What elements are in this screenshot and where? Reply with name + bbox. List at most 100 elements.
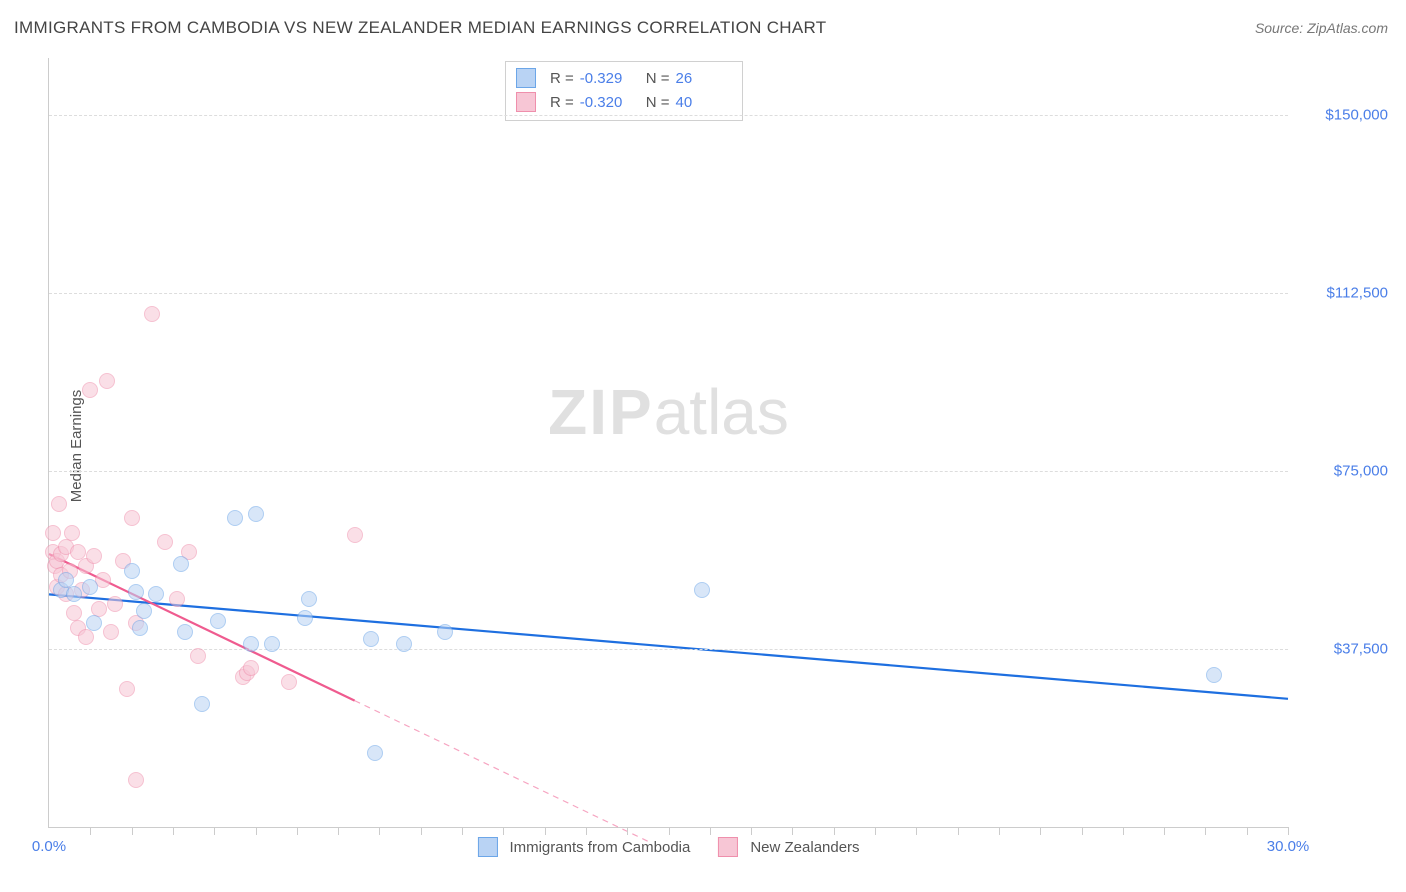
data-point	[169, 591, 185, 607]
x-tick	[751, 827, 752, 835]
data-point	[264, 636, 280, 652]
watermark-zip: ZIP	[548, 376, 654, 448]
stat-value-n-0: 26	[676, 70, 732, 87]
x-tick	[132, 827, 133, 835]
swatch-series-1	[516, 92, 536, 112]
data-point	[99, 373, 115, 389]
x-tick	[792, 827, 793, 835]
legend-label-1: New Zealanders	[750, 839, 859, 856]
data-point	[194, 696, 210, 712]
data-point	[66, 586, 82, 602]
trend-lines	[49, 58, 1288, 827]
stats-row-series-1: R = -0.320 N = 40	[516, 90, 732, 114]
data-point	[144, 306, 160, 322]
watermark: ZIPatlas	[548, 375, 789, 449]
data-point	[281, 674, 297, 690]
data-point	[190, 648, 206, 664]
x-tick	[214, 827, 215, 835]
x-tick	[1040, 827, 1041, 835]
data-point	[86, 548, 102, 564]
data-point	[367, 745, 383, 761]
data-point	[148, 586, 164, 602]
correlation-stats-box: R = -0.329 N = 26 R = -0.320 N = 40	[505, 61, 743, 121]
gridline	[49, 471, 1288, 472]
legend-swatch-0	[477, 837, 497, 857]
x-tick	[710, 827, 711, 835]
source-attribution: Source: ZipAtlas.com	[1255, 20, 1388, 36]
data-point	[119, 681, 135, 697]
stat-label-n: N =	[646, 70, 670, 87]
gridline	[49, 649, 1288, 650]
x-tick	[627, 827, 628, 835]
data-point	[297, 610, 313, 626]
x-tick	[545, 827, 546, 835]
x-tick	[586, 827, 587, 835]
data-point	[64, 525, 80, 541]
data-point	[177, 624, 193, 640]
x-tick	[503, 827, 504, 835]
data-point	[157, 534, 173, 550]
data-point	[128, 584, 144, 600]
legend-swatch-1	[718, 837, 738, 857]
x-tick	[462, 827, 463, 835]
legend: Immigrants from Cambodia New Zealanders	[477, 837, 859, 857]
x-tick-label: 0.0%	[32, 838, 66, 855]
plot-area: ZIPatlas R = -0.329 N = 26 R = -0.320 N …	[48, 58, 1288, 828]
x-tick	[834, 827, 835, 835]
chart-container: IMMIGRANTS FROM CAMBODIA VS NEW ZEALANDE…	[0, 0, 1406, 892]
data-point	[243, 660, 259, 676]
data-point	[124, 510, 140, 526]
x-tick	[1288, 827, 1289, 835]
stat-label-r: R =	[550, 94, 574, 111]
gridline	[49, 293, 1288, 294]
data-point	[82, 579, 98, 595]
data-point	[103, 624, 119, 640]
x-tick	[1082, 827, 1083, 835]
y-tick-label: $150,000	[1298, 106, 1388, 123]
legend-item-0: Immigrants from Cambodia	[477, 837, 690, 857]
x-tick	[916, 827, 917, 835]
data-point	[86, 615, 102, 631]
data-point	[132, 620, 148, 636]
data-point	[1206, 667, 1222, 683]
x-tick	[338, 827, 339, 835]
data-point	[227, 510, 243, 526]
x-tick	[875, 827, 876, 835]
x-tick	[256, 827, 257, 835]
data-point	[248, 506, 264, 522]
watermark-atlas: atlas	[654, 376, 789, 448]
data-point	[301, 591, 317, 607]
trend-line	[49, 594, 1288, 698]
stat-label-n: N =	[646, 94, 670, 111]
gridline	[49, 115, 1288, 116]
x-tick	[1247, 827, 1248, 835]
data-point	[124, 563, 140, 579]
data-point	[210, 613, 226, 629]
data-point	[136, 603, 152, 619]
data-point	[243, 636, 259, 652]
data-point	[45, 525, 61, 541]
data-point	[51, 496, 67, 512]
y-tick-label: $37,500	[1298, 640, 1388, 657]
data-point	[107, 596, 123, 612]
legend-item-1: New Zealanders	[718, 837, 859, 857]
data-point	[347, 527, 363, 543]
x-tick	[379, 827, 380, 835]
x-tick	[297, 827, 298, 835]
data-point	[173, 556, 189, 572]
x-tick	[421, 827, 422, 835]
data-point	[694, 582, 710, 598]
x-tick	[1123, 827, 1124, 835]
x-tick	[958, 827, 959, 835]
data-point	[78, 629, 94, 645]
x-tick	[90, 827, 91, 835]
y-tick-label: $75,000	[1298, 462, 1388, 479]
x-tick	[669, 827, 670, 835]
legend-label-0: Immigrants from Cambodia	[509, 839, 690, 856]
x-tick	[1205, 827, 1206, 835]
chart-title: IMMIGRANTS FROM CAMBODIA VS NEW ZEALANDE…	[14, 18, 826, 38]
stat-value-n-1: 40	[676, 94, 732, 111]
x-tick	[999, 827, 1000, 835]
swatch-series-0	[516, 68, 536, 88]
x-tick-label: 30.0%	[1267, 838, 1310, 855]
